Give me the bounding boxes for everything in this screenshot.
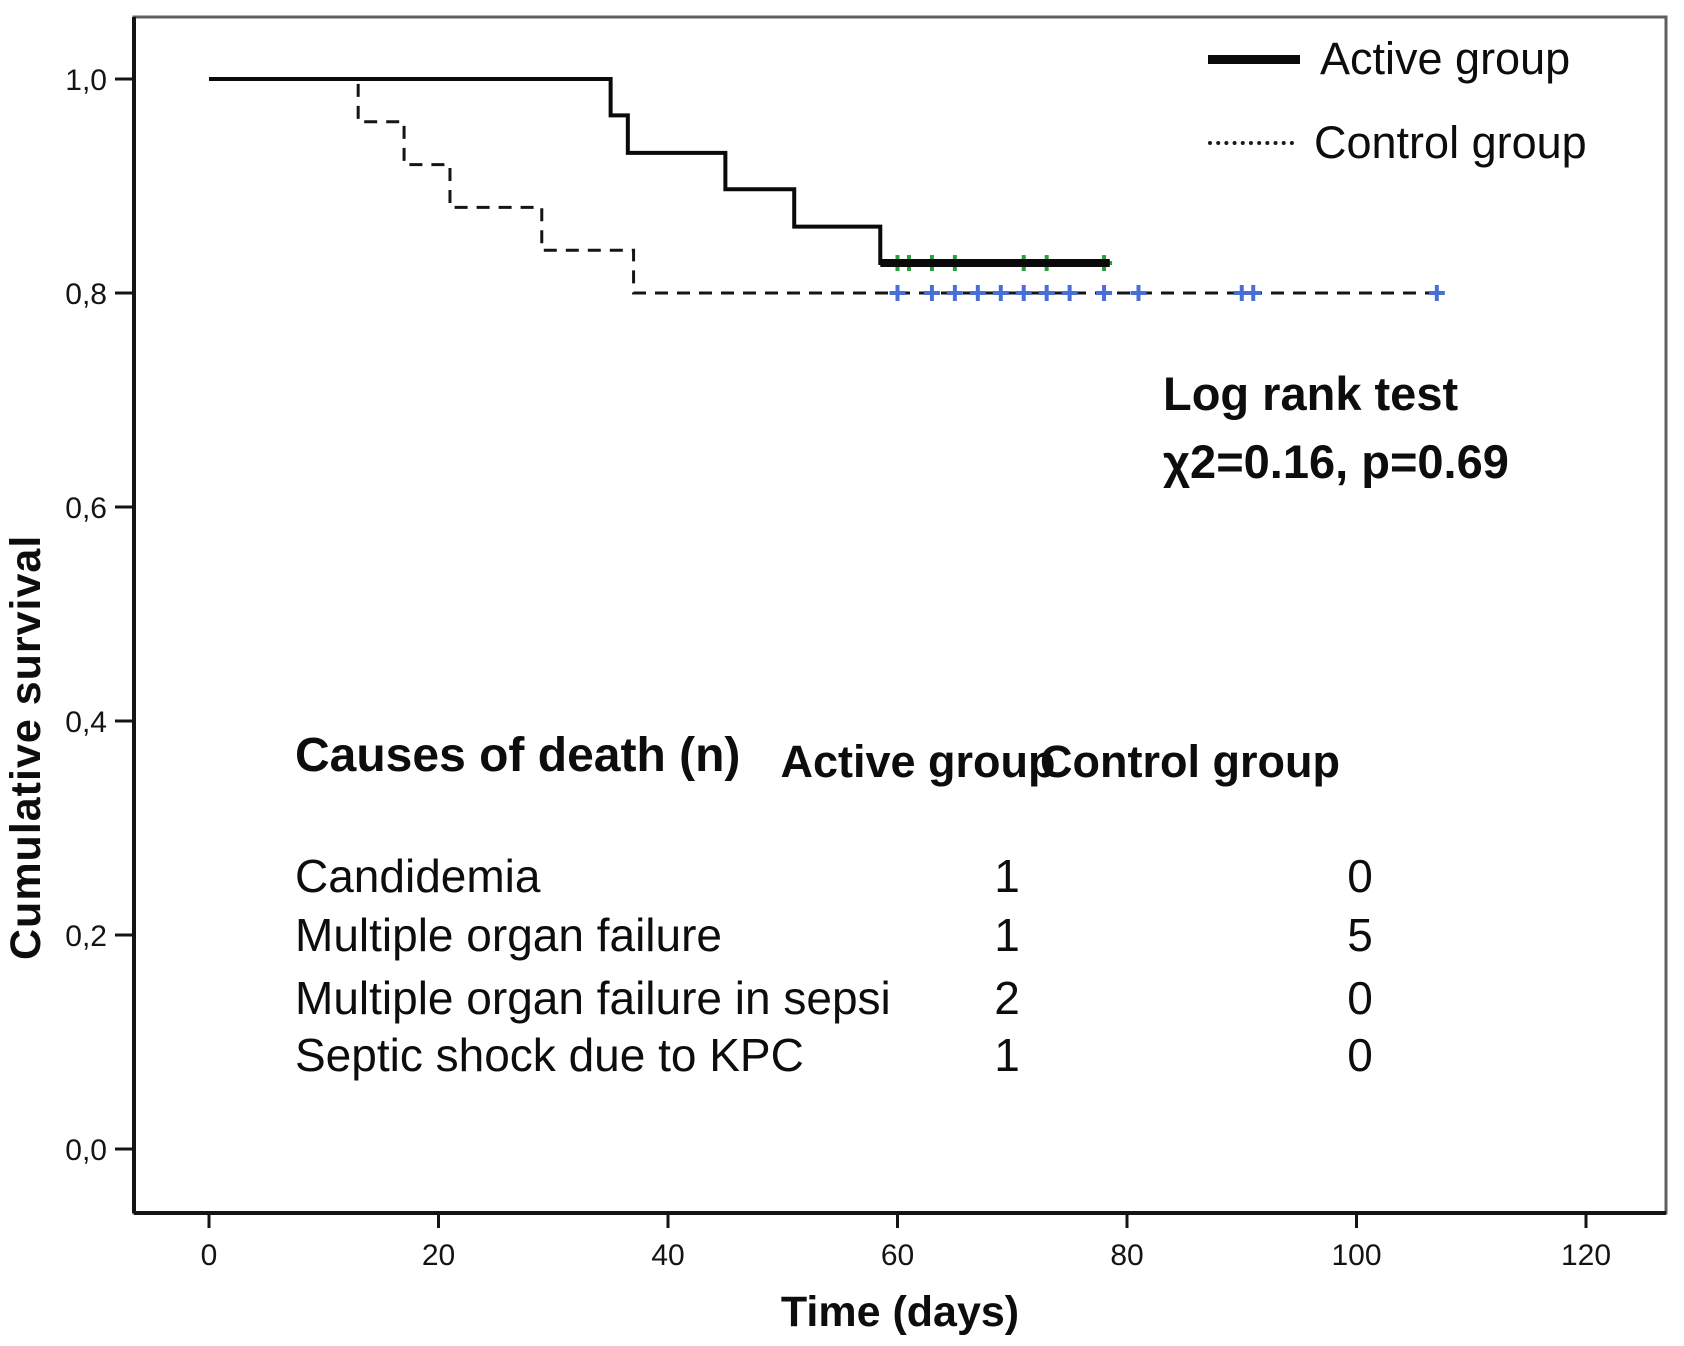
cause-label: Multiple organ failure in sepsi xyxy=(295,972,891,1024)
control-group-censor-marks xyxy=(889,285,1445,301)
svg-text:0: 0 xyxy=(201,1239,218,1272)
active-count: 1 xyxy=(994,909,1020,961)
svg-text:0,4: 0,4 xyxy=(65,706,107,739)
control-count: 5 xyxy=(1347,909,1373,961)
svg-text:100: 100 xyxy=(1331,1239,1381,1272)
causes-table-col-control: Control group xyxy=(1040,736,1340,787)
svg-text:20: 20 xyxy=(422,1239,455,1272)
legend-item-active: Active group xyxy=(1208,28,1587,90)
active-count: 1 xyxy=(994,1029,1020,1081)
active-count: 2 xyxy=(994,972,1020,1024)
active-count: 1 xyxy=(994,850,1020,902)
legend-item-control: Control group xyxy=(1208,112,1587,174)
svg-text:0,2: 0,2 xyxy=(65,920,107,953)
table-row: Multiple organ failure 1 5 xyxy=(295,908,1455,966)
causes-table-title: Causes of death (n) xyxy=(295,729,741,782)
svg-text:120: 120 xyxy=(1561,1239,1611,1272)
svg-text:40: 40 xyxy=(651,1239,684,1272)
table-row: Septic shock due to KPC 1 0 xyxy=(295,1028,1455,1086)
table-row: Candidemia 1 0 xyxy=(295,849,1455,907)
dotted-line-swatch-icon xyxy=(1208,141,1294,145)
solid-line-swatch-icon xyxy=(1208,54,1300,64)
log-rank-line1: Log rank test xyxy=(1163,367,1459,420)
svg-text:1,0: 1,0 xyxy=(65,64,107,97)
svg-text:0,8: 0,8 xyxy=(65,278,107,311)
legend-label: Control group xyxy=(1314,117,1587,168)
control-count: 0 xyxy=(1347,972,1373,1024)
legend-label: Active group xyxy=(1320,33,1571,84)
table-row: Multiple organ failure in sepsi 2 0 xyxy=(295,971,1455,1029)
causes-table-col-active: Active group xyxy=(780,736,1056,787)
x-axis-ticks: 0 20 40 60 80 100 120 xyxy=(201,1213,1611,1272)
svg-text:0,6: 0,6 xyxy=(65,492,107,525)
svg-text:60: 60 xyxy=(881,1239,914,1272)
y-axis-title: Cumulative survival xyxy=(2,534,50,961)
cause-label: Septic shock due to KPC xyxy=(295,1029,804,1081)
cause-label: Candidemia xyxy=(295,850,541,902)
control-count: 0 xyxy=(1347,1029,1373,1081)
cause-label: Multiple organ failure xyxy=(295,909,723,961)
log-rank-annotation: Log rank test χ2=0.16, p=0.69 xyxy=(1163,360,1509,496)
log-rank-line2: χ2=0.16, p=0.69 xyxy=(1163,435,1509,489)
legend: Active group Control group xyxy=(1208,28,1587,196)
x-axis-title: Time (days) xyxy=(780,1288,1020,1336)
svg-text:80: 80 xyxy=(1110,1239,1143,1272)
y-axis-ticks: 0,0 0,2 0,4 0,6 0,8 1,0 xyxy=(65,64,134,1167)
active-group-curve xyxy=(209,77,1113,272)
control-group-curve xyxy=(209,77,1445,301)
svg-text:0,0: 0,0 xyxy=(65,1134,107,1167)
control-count: 0 xyxy=(1347,850,1373,902)
